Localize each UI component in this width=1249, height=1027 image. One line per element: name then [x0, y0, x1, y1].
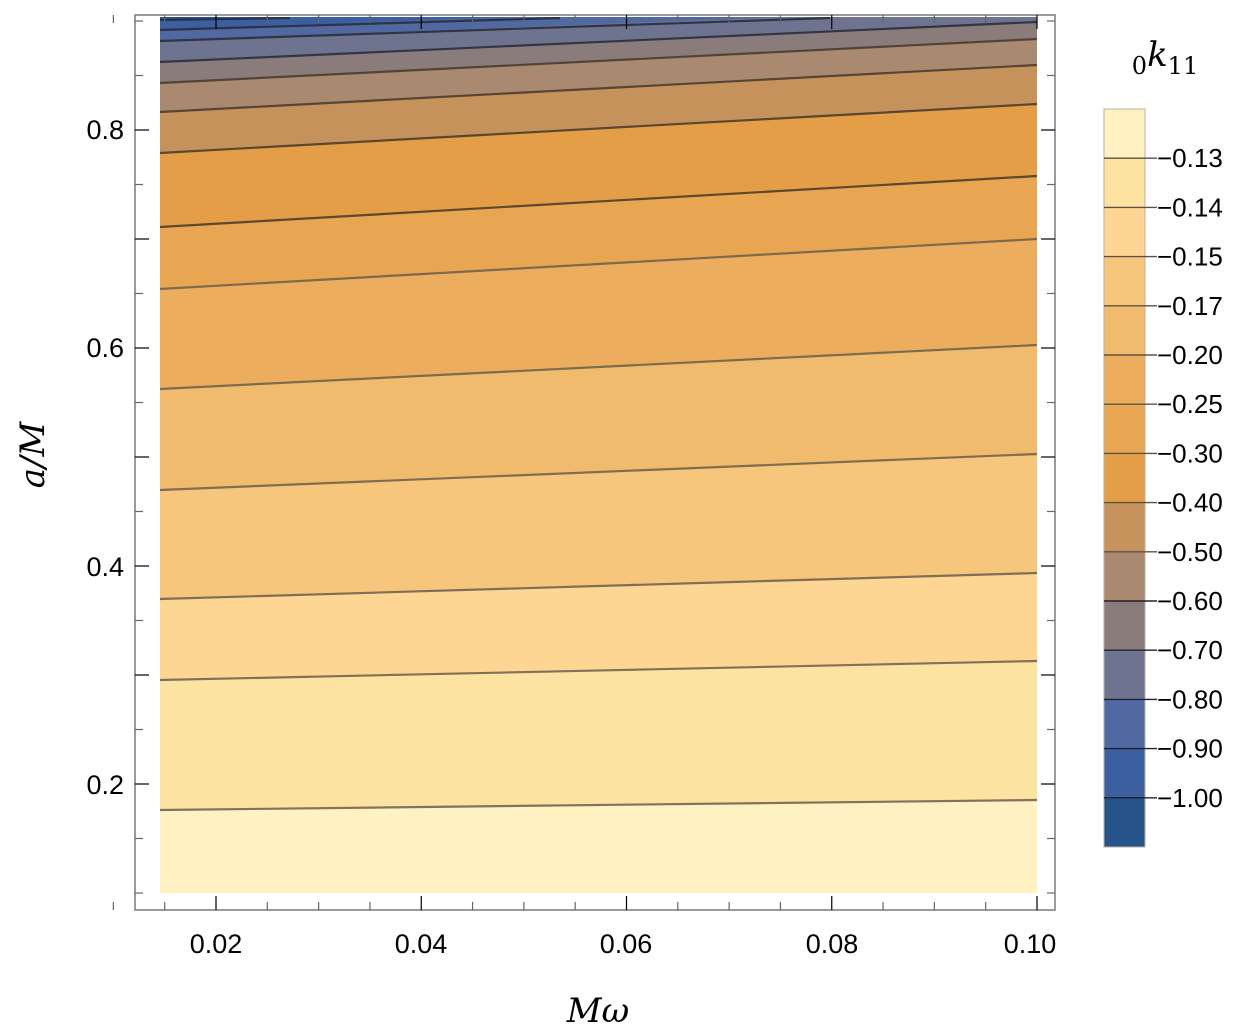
y-axis-title: a/M: [13, 421, 53, 489]
contour-line: [160, 798, 1037, 812]
legend-swatch: [1104, 158, 1145, 208]
legend-level-label: −0.90: [1157, 734, 1223, 764]
y-tick-label: 0.6: [86, 333, 124, 363]
x-tick-label: 0.06: [600, 929, 653, 959]
contour-line: [160, 174, 1037, 229]
contour-line: [160, 571, 1037, 601]
legend-colorbar: [1103, 108, 1157, 848]
y-axis-tick-labels: 0.2 0.4 0.6 0.8: [86, 115, 124, 800]
x-axis-title: Mω: [566, 991, 630, 1027]
legend-title-main: k: [1147, 35, 1168, 75]
legend-level-label: −0.30: [1157, 438, 1223, 468]
legend-level-label: −0.17: [1157, 291, 1223, 321]
legend-level-label: −0.25: [1157, 389, 1223, 419]
legend-title-subscript: 11: [1168, 52, 1199, 80]
legend-level-label: −0.80: [1157, 684, 1223, 714]
contour-line: [160, 20, 1037, 64]
legend-level-label: −0.60: [1157, 586, 1223, 616]
legend-swatch: [1104, 404, 1145, 454]
contour-line: [160, 17, 561, 32]
x-tick-label: 0.08: [806, 929, 859, 959]
legend-swatch: [1104, 109, 1145, 159]
x-tick-label: 0.04: [395, 929, 448, 959]
legend-swatch: [1104, 502, 1145, 553]
legend-title: 0k11: [1132, 35, 1198, 80]
contour-line: [160, 37, 1037, 85]
x-axis-tick-labels: 0.02 0.04 0.06 0.08 0.10: [190, 929, 1057, 959]
contour-line: [160, 659, 1037, 682]
y-tick-label: 0.4: [86, 552, 124, 582]
legend-swatch: [1104, 305, 1145, 356]
y-tick-label: 0.8: [86, 115, 124, 145]
contour-line: [160, 343, 1037, 391]
contour-line: [160, 63, 1037, 114]
legend-title-prescript: 0: [1132, 52, 1147, 80]
legend-swatch: [1104, 453, 1145, 504]
legend-swatch: [1104, 699, 1145, 750]
contour-band: [160, 17, 238, 20]
legend-swatch: [1104, 748, 1145, 799]
x-tick-label: 0.10: [1004, 929, 1057, 959]
legend-level-label: −0.13: [1157, 143, 1223, 173]
contour-lines: [160, 17, 1037, 812]
plot-frame: [134, 14, 1056, 911]
legend-level-label: −0.14: [1157, 192, 1223, 222]
axis-ticks: [112, 15, 1055, 910]
contour-line: [160, 237, 1037, 291]
contour-band: [160, 17, 507, 30]
legend-level-label: −0.40: [1157, 488, 1223, 518]
legend-labels: −0.13 −0.14 −0.15 −0.17 −0.20 −0.25 −0.30 −0.40…: [1157, 143, 1223, 813]
legend-swatch: [1104, 207, 1145, 258]
legend-swatch: [1104, 601, 1145, 651]
legend-level-label: −0.70: [1157, 635, 1223, 665]
legend-level-label: −0.20: [1157, 340, 1223, 370]
legend-level-label: −0.50: [1157, 537, 1223, 567]
contour-bands: [160, 17, 1037, 893]
legend-swatch: [1104, 650, 1145, 700]
legend-swatch: [1104, 797, 1145, 848]
contour-line: [160, 102, 1037, 155]
legend-swatch: [1104, 551, 1145, 602]
contour-line: [160, 17, 291, 22]
x-tick-label: 0.02: [190, 929, 243, 959]
legend-swatch: [1104, 355, 1145, 405]
legend-level-label: −0.15: [1157, 242, 1223, 272]
legend: 0k11 −0.13 −0.14 −0.15 −0.17 −0.20 −0.25 −0.30…: [1103, 35, 1223, 848]
y-tick-label: 0.2: [86, 770, 124, 800]
legend-swatch: [1104, 256, 1145, 307]
contour-line: [160, 17, 831, 43]
legend-colorbar-border: [1103, 108, 1146, 848]
contour-line: [160, 452, 1037, 492]
legend-level-label: −1.00: [1157, 783, 1223, 813]
